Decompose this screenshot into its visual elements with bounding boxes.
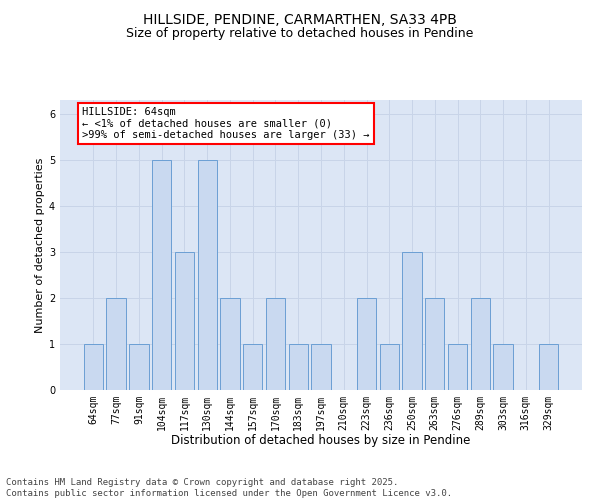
Bar <box>175 252 194 390</box>
Y-axis label: Number of detached properties: Number of detached properties <box>35 158 45 332</box>
Bar <box>403 252 422 390</box>
Text: HILLSIDE: 64sqm
← <1% of detached houses are smaller (0)
>99% of semi-detached h: HILLSIDE: 64sqm ← <1% of detached houses… <box>82 107 370 140</box>
Bar <box>448 344 467 390</box>
Text: Size of property relative to detached houses in Pendine: Size of property relative to detached ho… <box>127 28 473 40</box>
Bar <box>129 344 149 390</box>
Text: Contains HM Land Registry data © Crown copyright and database right 2025.
Contai: Contains HM Land Registry data © Crown c… <box>6 478 452 498</box>
Bar <box>357 298 376 390</box>
Bar <box>539 344 558 390</box>
Bar <box>493 344 513 390</box>
Bar <box>220 298 239 390</box>
Bar <box>289 344 308 390</box>
Bar <box>470 298 490 390</box>
Bar <box>84 344 103 390</box>
Bar <box>380 344 399 390</box>
X-axis label: Distribution of detached houses by size in Pendine: Distribution of detached houses by size … <box>172 434 470 448</box>
Bar <box>311 344 331 390</box>
Text: HILLSIDE, PENDINE, CARMARTHEN, SA33 4PB: HILLSIDE, PENDINE, CARMARTHEN, SA33 4PB <box>143 12 457 26</box>
Bar <box>197 160 217 390</box>
Bar <box>425 298 445 390</box>
Bar <box>152 160 172 390</box>
Bar <box>243 344 262 390</box>
Bar <box>266 298 285 390</box>
Bar <box>106 298 126 390</box>
